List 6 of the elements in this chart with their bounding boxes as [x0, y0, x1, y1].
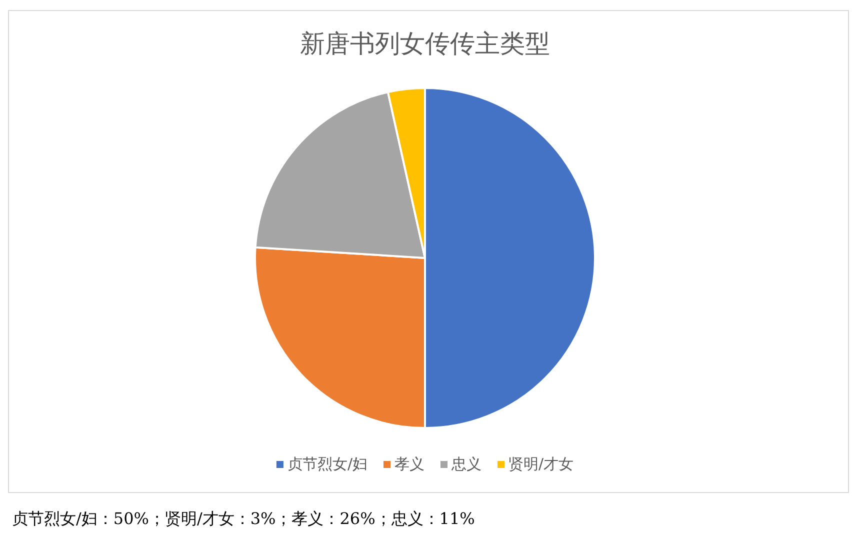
legend-label: 孝义: [394, 455, 424, 473]
chart-title: 新唐书列女传传主类型: [300, 29, 550, 58]
legend-label: 贞节烈女/妇: [287, 455, 368, 473]
text: 贞节烈女/妇：50%；贤明/才女：3%；孝义：26%；忠义：11%: [12, 509, 475, 528]
legend-label: 忠义: [450, 455, 482, 473]
legend-label: 贤明/才女: [508, 455, 574, 473]
